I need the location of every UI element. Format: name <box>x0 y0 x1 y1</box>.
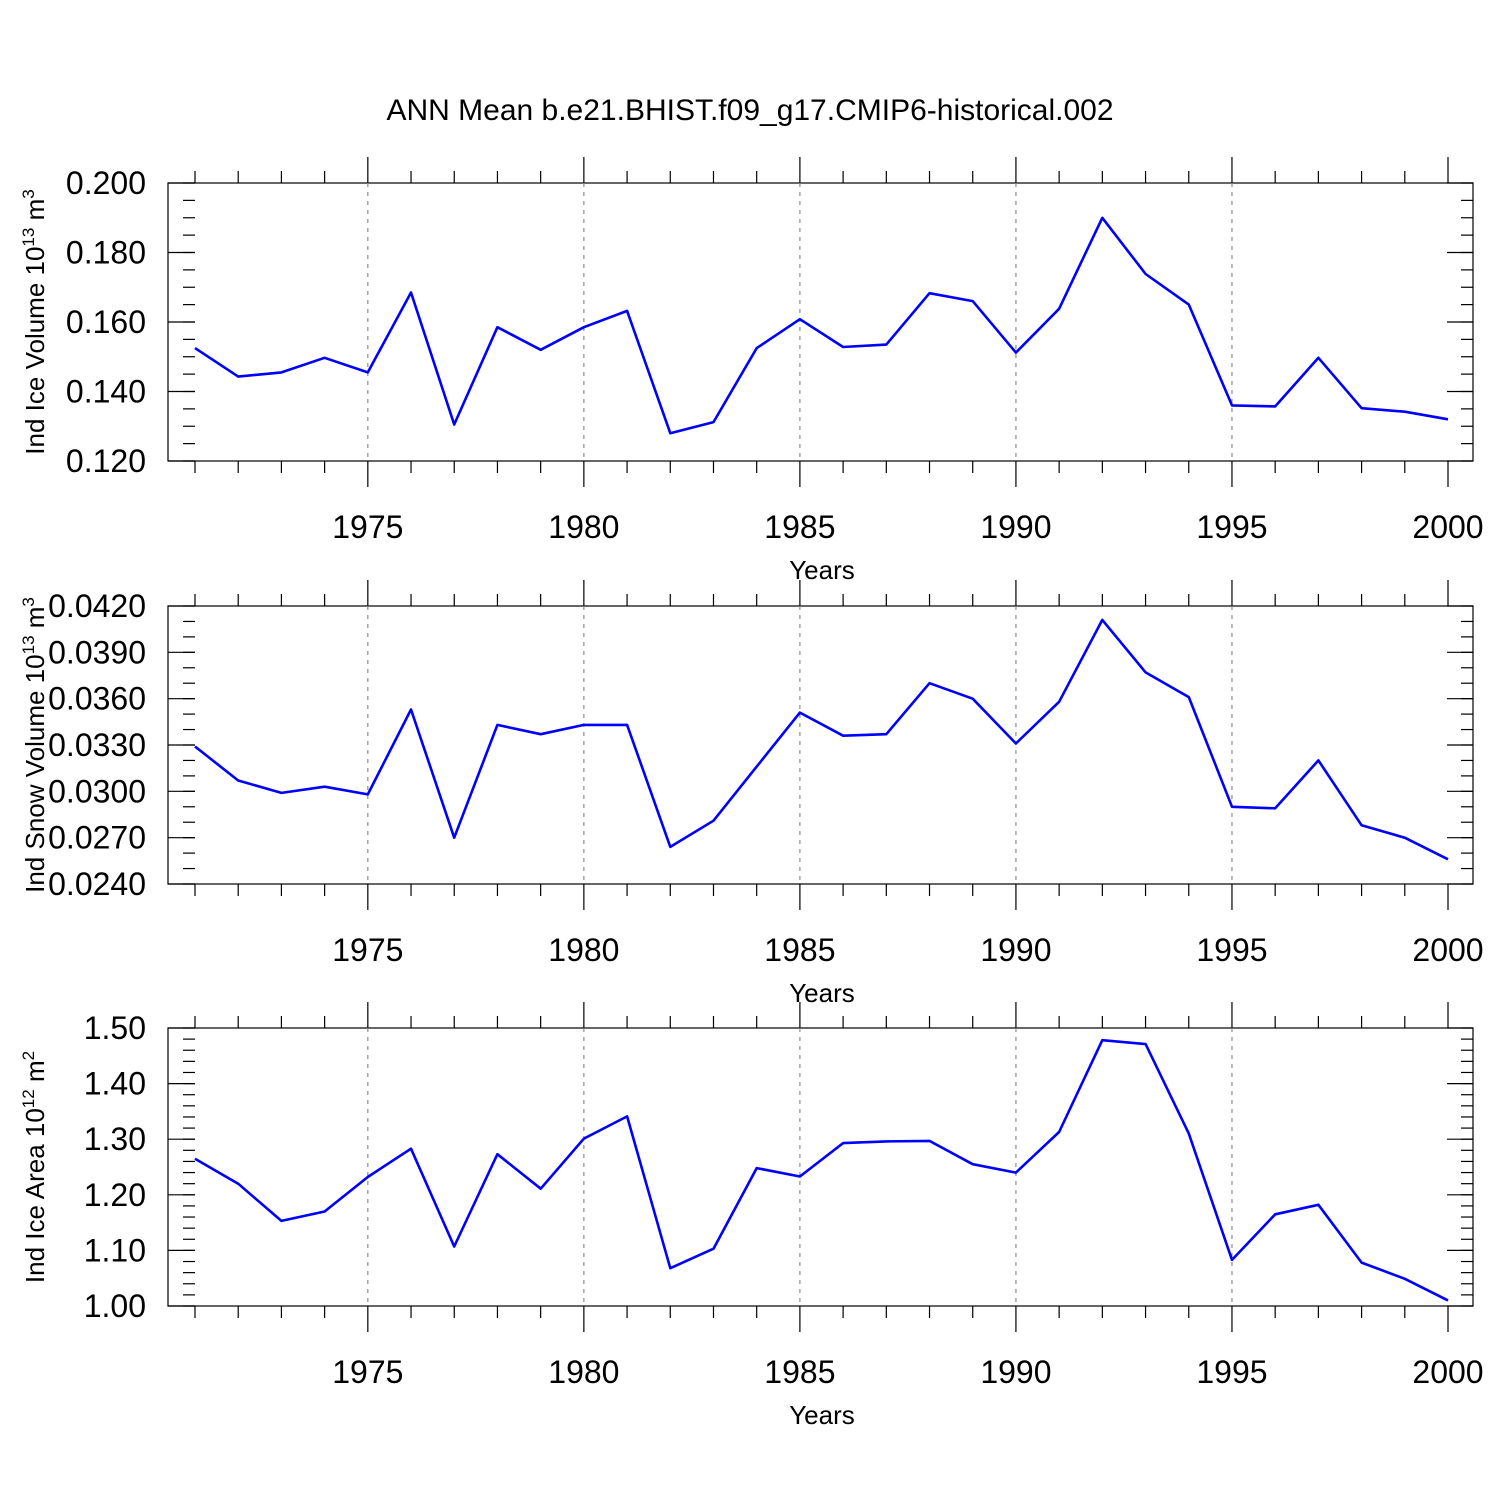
x-axis-label: Years <box>789 1400 855 1430</box>
x-axis-label: Years <box>789 555 855 585</box>
x-tick-label: 2000 <box>1412 1354 1483 1390</box>
x-tick-label: 1980 <box>548 1354 619 1390</box>
y-axis-label: Ind Snow Volume 1013 m3 <box>19 597 50 893</box>
series-line <box>194 216 1449 435</box>
y-tick-label: 0.0330 <box>48 727 146 763</box>
plot-frame <box>167 182 1474 462</box>
y-tick-label: 1.30 <box>84 1121 146 1157</box>
plot-frame <box>167 605 1474 885</box>
figure-title: ANN Mean b.e21.BHIST.f09_g17.CMIP6-histo… <box>386 94 1113 127</box>
y-tick-label: 0.0240 <box>48 866 146 902</box>
x-tick-label: 1980 <box>548 509 619 545</box>
y-tick-label: 0.0300 <box>48 773 146 809</box>
series-line <box>194 618 1449 861</box>
x-tick-label: 1995 <box>1196 1354 1267 1390</box>
y-tick-label: 1.10 <box>84 1232 146 1268</box>
x-axis-label: Years <box>789 978 855 1008</box>
y-tick-label: 0.140 <box>66 374 146 410</box>
x-tick-label: 2000 <box>1412 509 1483 545</box>
y-tick-label: 1.20 <box>84 1177 146 1213</box>
y-tick-label: 0.180 <box>66 235 146 271</box>
y-tick-label: 0.0360 <box>48 681 146 717</box>
y-tick-label: 0.0390 <box>48 634 146 670</box>
y-tick-label: 0.0270 <box>48 820 146 856</box>
y-tick-label: 1.40 <box>84 1066 146 1102</box>
y-axis-label: Ind Ice Area 1012 m2 <box>19 1051 50 1283</box>
series-line <box>194 1038 1449 1302</box>
x-tick-label: 1980 <box>548 932 619 968</box>
panel-ice-area: 1975 1980 1985 1990 1995 2000 Years 1.00 1.10 1.2… <box>19 1002 1484 1430</box>
y-tick-label: 1.00 <box>84 1288 146 1324</box>
x-tick-label: 1975 <box>332 932 403 968</box>
x-tick-label: 1985 <box>764 932 835 968</box>
x-tick-label: 1975 <box>332 1354 403 1390</box>
x-tick-label: 1975 <box>332 509 403 545</box>
x-tick-label: 1990 <box>980 1354 1051 1390</box>
y-axis-label: Ind Ice Volume 1013 m3 <box>19 189 50 454</box>
y-tick-label: 0.200 <box>66 165 146 201</box>
x-tick-label: 1985 <box>764 1354 835 1390</box>
panel-ice-volume: 1975 1980 1985 1990 1995 2000 Years 0.120 0.140 0… <box>19 157 1484 585</box>
x-tick-label: 1990 <box>980 509 1051 545</box>
x-tick-label: 1995 <box>1196 509 1267 545</box>
panel-snow-volume: 1975 1980 1985 1990 1995 2000 Years 0.0240 0.027… <box>19 580 1484 1008</box>
y-tick-label: 1.50 <box>84 1010 146 1046</box>
plot-frame <box>167 1027 1474 1307</box>
y-tick-label: 0.0420 <box>48 588 146 624</box>
y-tick-label: 0.160 <box>66 304 146 340</box>
x-tick-label: 1995 <box>1196 932 1267 968</box>
x-tick-label: 1985 <box>764 509 835 545</box>
y-tick-label: 0.120 <box>66 443 146 479</box>
x-tick-label: 1990 <box>980 932 1051 968</box>
x-tick-label: 2000 <box>1412 932 1483 968</box>
